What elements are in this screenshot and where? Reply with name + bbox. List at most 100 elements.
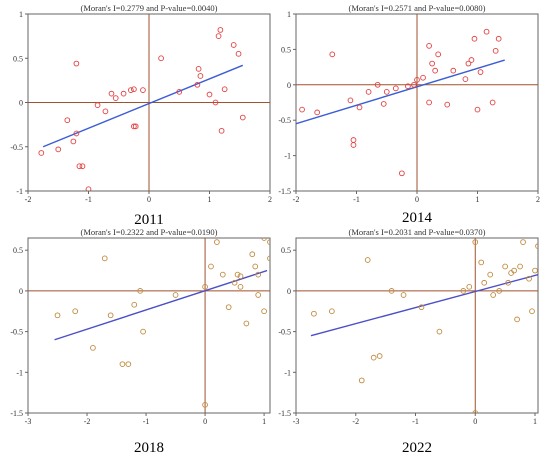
- y-tick-label: 0: [287, 81, 291, 90]
- data-point: [131, 86, 137, 93]
- data-point: [376, 353, 383, 359]
- data-point: [125, 361, 132, 368]
- data-point: [215, 33, 222, 39]
- data-point: [172, 292, 179, 298]
- data-point: [249, 251, 256, 258]
- data-point: [329, 308, 335, 315]
- data-point: [529, 308, 535, 315]
- data-point: [492, 47, 499, 54]
- data-point: [383, 89, 390, 95]
- x-tick-label: 2: [536, 195, 540, 204]
- data-point: [350, 142, 357, 148]
- year-label: 2022: [402, 440, 432, 456]
- y-tick-label: 1: [287, 10, 291, 19]
- data-point: [356, 104, 363, 111]
- data-point: [466, 283, 473, 290]
- panel-title: (Moran's I=0.2322 and P-value=0.0190): [81, 227, 218, 237]
- data-point: [94, 102, 101, 109]
- data-point: [237, 283, 244, 290]
- data-point: [208, 263, 214, 270]
- x-tick-label: 0: [473, 417, 477, 426]
- data-point: [489, 99, 496, 106]
- data-point: [255, 292, 262, 298]
- x-tick-label: 1: [262, 417, 266, 426]
- data-point: [217, 27, 224, 33]
- data-point: [252, 263, 259, 270]
- data-point: [299, 106, 305, 113]
- data-point: [107, 312, 114, 319]
- data-point: [158, 55, 164, 62]
- y-tick-label: 0.5: [13, 54, 23, 63]
- y-tick-label: -0.5: [10, 328, 23, 337]
- data-point: [261, 238, 267, 241]
- data-point: [73, 60, 80, 67]
- y-tick-label: 0.5: [281, 246, 291, 255]
- data-point: [444, 101, 451, 108]
- y-tick-label: -1.5: [278, 409, 291, 418]
- data-point: [502, 263, 508, 270]
- data-point: [514, 316, 520, 323]
- data-point: [267, 239, 270, 245]
- year-label: 2011: [134, 212, 163, 228]
- x-tick-label: 1: [533, 417, 537, 426]
- data-point: [267, 255, 270, 262]
- data-point: [73, 130, 80, 137]
- data-point: [176, 89, 183, 95]
- data-point: [526, 275, 532, 282]
- data-point: [55, 146, 62, 153]
- data-point: [311, 310, 317, 317]
- data-point: [472, 410, 479, 413]
- x-tick-label: -3: [293, 417, 300, 426]
- y-tick-label: -1: [16, 187, 23, 196]
- data-point: [388, 288, 395, 294]
- data-point: [120, 90, 127, 97]
- data-point: [221, 86, 228, 93]
- regression-line: [42, 64, 244, 148]
- data-point: [237, 273, 244, 280]
- x-tick-label: -1: [353, 195, 360, 204]
- regression-line: [310, 273, 538, 337]
- y-tick-label: -1: [16, 368, 23, 377]
- data-point: [54, 312, 61, 319]
- data-point: [426, 43, 432, 49]
- data-point: [131, 123, 137, 130]
- data-point: [347, 97, 354, 104]
- data-point: [532, 267, 538, 274]
- y-tick-label: -1: [284, 152, 291, 161]
- x-tick-label: -2: [25, 195, 32, 204]
- data-point: [108, 90, 115, 97]
- y-tick-label: 0: [287, 287, 291, 296]
- data-point: [535, 243, 538, 249]
- panel-data-layer: [296, 28, 505, 177]
- data-point: [79, 163, 86, 170]
- data-point: [112, 95, 119, 101]
- data-point: [128, 87, 134, 93]
- data-point: [496, 288, 503, 294]
- data-point: [76, 163, 83, 170]
- x-tick-label: 0: [203, 417, 207, 426]
- y-tick-label: -0.5: [278, 328, 291, 337]
- y-tick-label: 0: [19, 287, 23, 296]
- data-point: [460, 288, 467, 294]
- data-point: [197, 73, 204, 79]
- data-point: [374, 81, 381, 88]
- data-point: [400, 292, 407, 298]
- data-point: [102, 108, 109, 115]
- y-tick-label: 0: [19, 99, 23, 108]
- data-point: [64, 117, 71, 124]
- data-point: [420, 74, 426, 81]
- data-point: [212, 99, 219, 106]
- panel-data-layer: [54, 238, 270, 408]
- x-tick-label: -2: [84, 417, 91, 426]
- data-point: [70, 138, 77, 145]
- y-tick-label: 0.5: [281, 45, 291, 54]
- data-point: [462, 76, 469, 82]
- data-point: [214, 239, 220, 245]
- regression-line: [296, 59, 505, 125]
- data-point: [426, 99, 432, 106]
- data-point: [465, 60, 472, 67]
- data-point: [414, 76, 420, 83]
- x-tick-label: -3: [25, 417, 32, 426]
- data-point: [411, 81, 417, 88]
